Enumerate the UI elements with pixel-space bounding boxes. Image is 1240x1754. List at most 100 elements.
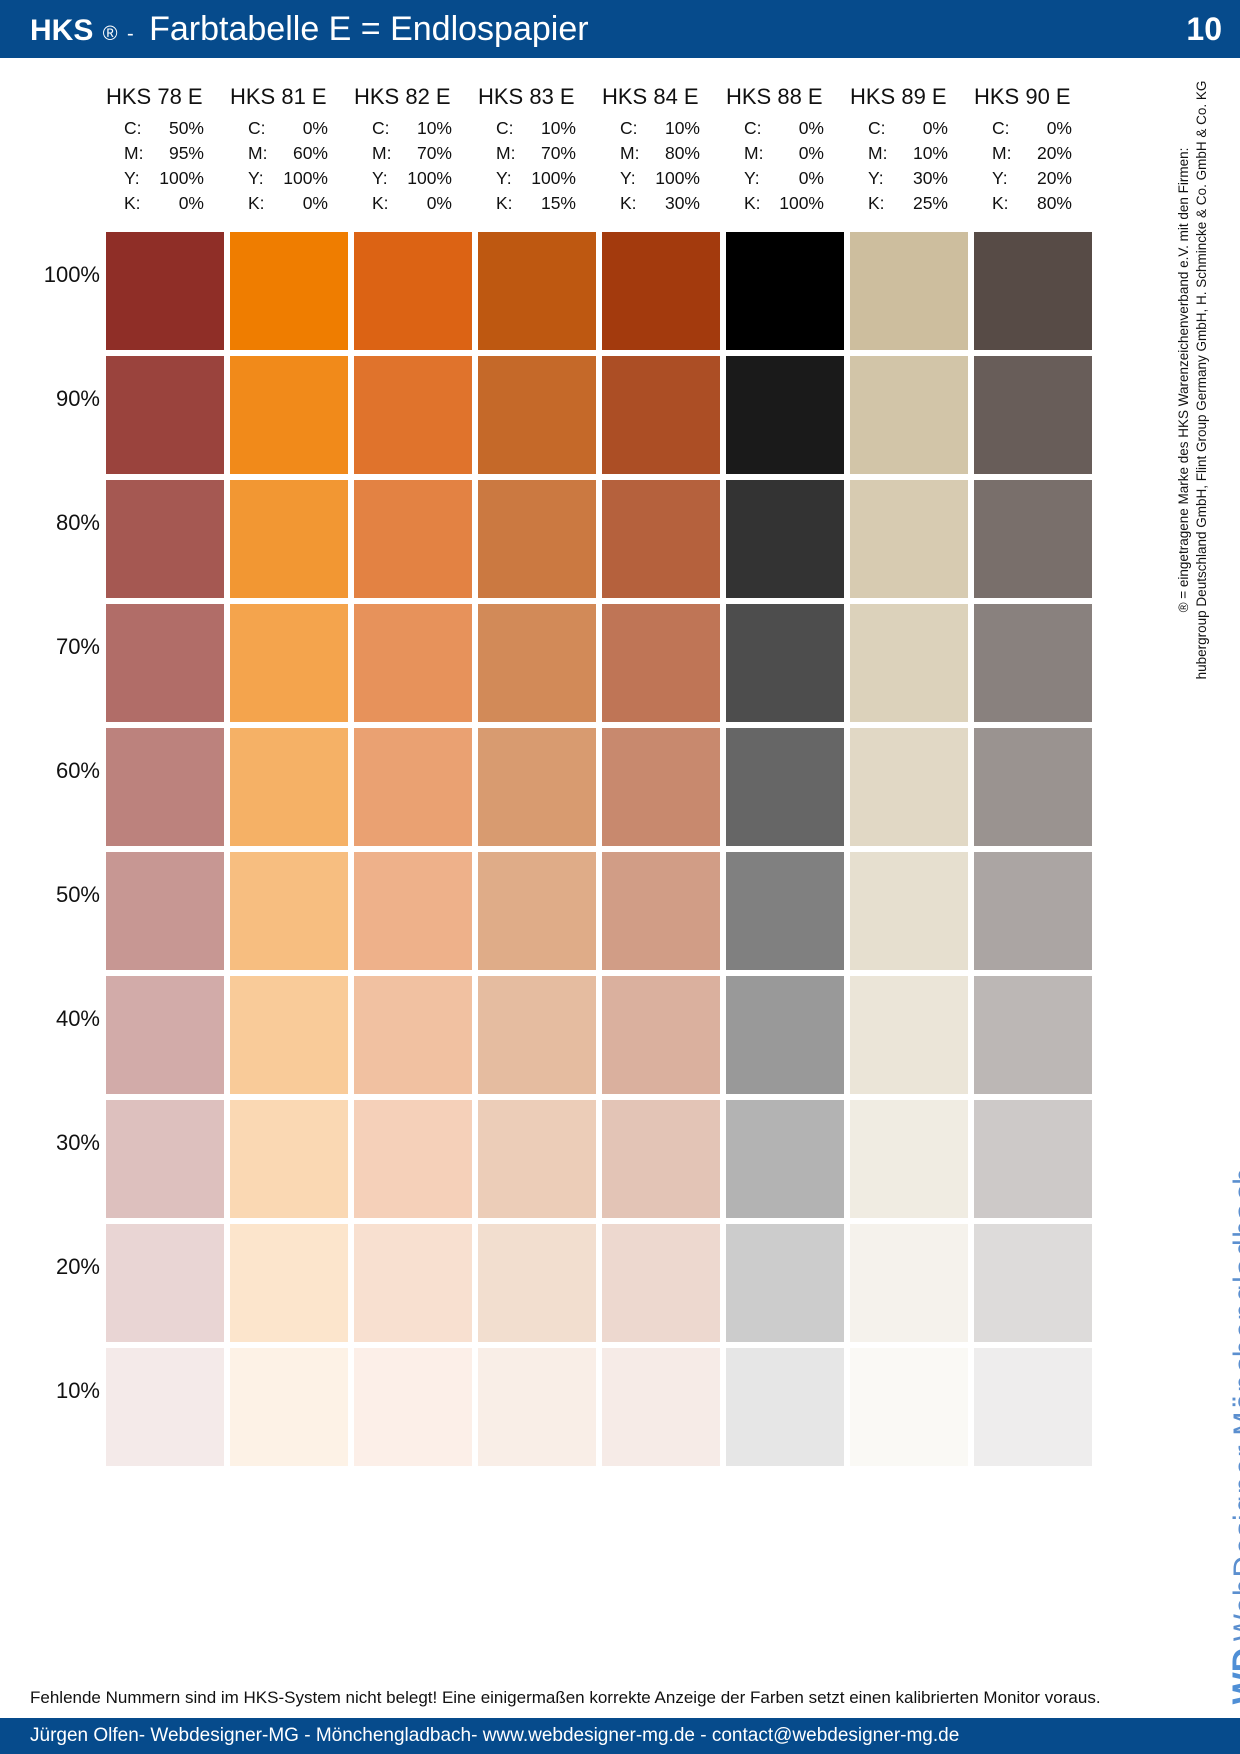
cmyk-value: 0%	[426, 193, 452, 213]
title-text: Farbtabelle E = Endlospapier	[149, 10, 589, 48]
color-name: HKS 83 E	[478, 84, 575, 109]
cmyk-row: K: 15%	[496, 191, 576, 216]
cmyk-values: C: 0% M: 20% Y: 20% K: 80%	[992, 116, 1072, 216]
cmyk-row: K: 25%	[868, 191, 948, 216]
cmyk-key: K:	[124, 193, 141, 213]
column-header: HKS 84 E C: 10% M: 80% Y: 100% K: 30%	[602, 84, 720, 216]
cmyk-row: M: 95%	[124, 141, 204, 166]
color-swatch	[850, 976, 968, 1094]
cmyk-value: 0%	[178, 193, 204, 213]
cmyk-row: C: 10%	[496, 116, 576, 141]
color-swatch	[478, 1100, 596, 1218]
cmyk-row: Y: 100%	[248, 166, 328, 191]
cmyk-key: C:	[744, 118, 762, 138]
cmyk-row: C: 10%	[620, 116, 700, 141]
cmyk-value: 50%	[168, 118, 204, 138]
cmyk-values: C: 10% M: 70% Y: 100% K: 15%	[496, 116, 576, 216]
page-title: HKS ® - Farbtabelle E = Endlospapier	[30, 6, 589, 57]
cmyk-values: C: 0% M: 10% Y: 30% K: 25%	[868, 116, 948, 216]
color-swatch	[974, 1224, 1092, 1342]
color-swatch	[106, 852, 224, 970]
tint-label: 60%	[55, 758, 100, 783]
cmyk-value: 0%	[798, 168, 824, 188]
cmyk-row: M: 70%	[372, 141, 452, 166]
color-swatch	[974, 480, 1092, 598]
cmyk-key: K:	[868, 193, 885, 213]
cmyk-row: M: 60%	[248, 141, 328, 166]
cmyk-key: M:	[868, 143, 888, 163]
cmyk-key: C:	[992, 118, 1010, 138]
cmyk-key: M:	[620, 143, 640, 163]
color-swatch	[354, 604, 472, 722]
color-name: HKS 88 E	[726, 84, 823, 109]
color-swatch	[726, 480, 844, 598]
cmyk-row: C: 0%	[248, 116, 328, 141]
cmyk-value: 20%	[1036, 143, 1072, 163]
cmyk-value: 0%	[798, 118, 824, 138]
bottom-note: Fehlende Nummern sind im HKS-System nich…	[30, 1688, 1101, 1707]
cmyk-row: Y: 20%	[992, 166, 1072, 191]
cmyk-row: K: 0%	[372, 191, 452, 216]
color-swatch	[602, 1348, 720, 1466]
color-swatch	[354, 976, 472, 1094]
color-swatch	[726, 1348, 844, 1466]
cmyk-value: 80%	[664, 143, 700, 163]
cmyk-value: 20%	[1036, 168, 1072, 188]
color-swatch	[974, 604, 1092, 722]
color-swatch	[478, 728, 596, 846]
color-swatch	[850, 480, 968, 598]
color-swatch	[478, 1348, 596, 1466]
trademark-note-line2: hubergroup Deutschland GmbH, Flint Group…	[1194, 80, 1209, 680]
color-name: HKS 89 E	[850, 84, 947, 109]
cmyk-row: K: 30%	[620, 191, 700, 216]
color-swatch	[230, 356, 348, 474]
cmyk-value: 15%	[540, 193, 576, 213]
color-swatch	[602, 480, 720, 598]
cmyk-key: C:	[248, 118, 266, 138]
cmyk-key: Y:	[248, 168, 264, 188]
cmyk-row: Y: 30%	[868, 166, 948, 191]
tint-label: 50%	[55, 882, 100, 907]
color-swatch	[850, 232, 968, 350]
tint-label: 30%	[55, 1130, 100, 1155]
cmyk-key: M:	[372, 143, 392, 163]
cmyk-key: Y:	[992, 168, 1008, 188]
cmyk-key: M:	[248, 143, 268, 163]
color-swatch	[106, 1224, 224, 1342]
cmyk-value: 100%	[655, 168, 700, 188]
tint-label: 10%	[55, 1378, 100, 1403]
cmyk-value: 0%	[302, 193, 328, 213]
color-swatch	[478, 1224, 596, 1342]
cmyk-key: K:	[496, 193, 513, 213]
color-swatch	[726, 1224, 844, 1342]
color-swatch	[602, 728, 720, 846]
cmyk-value: 80%	[1036, 193, 1072, 213]
cmyk-key: M:	[124, 143, 144, 163]
cmyk-row: Y: 100%	[124, 166, 204, 191]
cmyk-values: C: 0% M: 0% Y: 0% K: 100%	[744, 116, 824, 216]
logo-text: WebDesigner Mönchengladbach	[1228, 1166, 1240, 1642]
color-swatch	[230, 728, 348, 846]
color-swatch	[354, 232, 472, 350]
color-swatch	[602, 1100, 720, 1218]
cmyk-key: K:	[620, 193, 637, 213]
tint-label: 70%	[55, 634, 100, 659]
cmyk-row: M: 20%	[992, 141, 1072, 166]
cmyk-row: Y: 100%	[620, 166, 700, 191]
color-swatch	[354, 728, 472, 846]
footer-text: Jürgen Olfen- Webdesigner-MG - Mönchengl…	[30, 1725, 960, 1746]
color-swatch	[106, 728, 224, 846]
trademark-note-line1: ® = eingetragene Marke des HKS Warenzeic…	[1176, 147, 1191, 613]
color-swatch	[230, 852, 348, 970]
cmyk-key: M:	[992, 143, 1012, 163]
color-swatch	[478, 232, 596, 350]
cmyk-row: Y: 0%	[744, 166, 824, 191]
cmyk-value: 100%	[283, 168, 328, 188]
color-swatch	[106, 1348, 224, 1466]
color-swatch	[230, 1100, 348, 1218]
color-swatch	[726, 1100, 844, 1218]
tint-label: 100%	[43, 262, 100, 287]
color-name: HKS 78 E	[106, 84, 203, 109]
color-name: HKS 84 E	[602, 84, 699, 109]
cmyk-value: 0%	[798, 143, 824, 163]
